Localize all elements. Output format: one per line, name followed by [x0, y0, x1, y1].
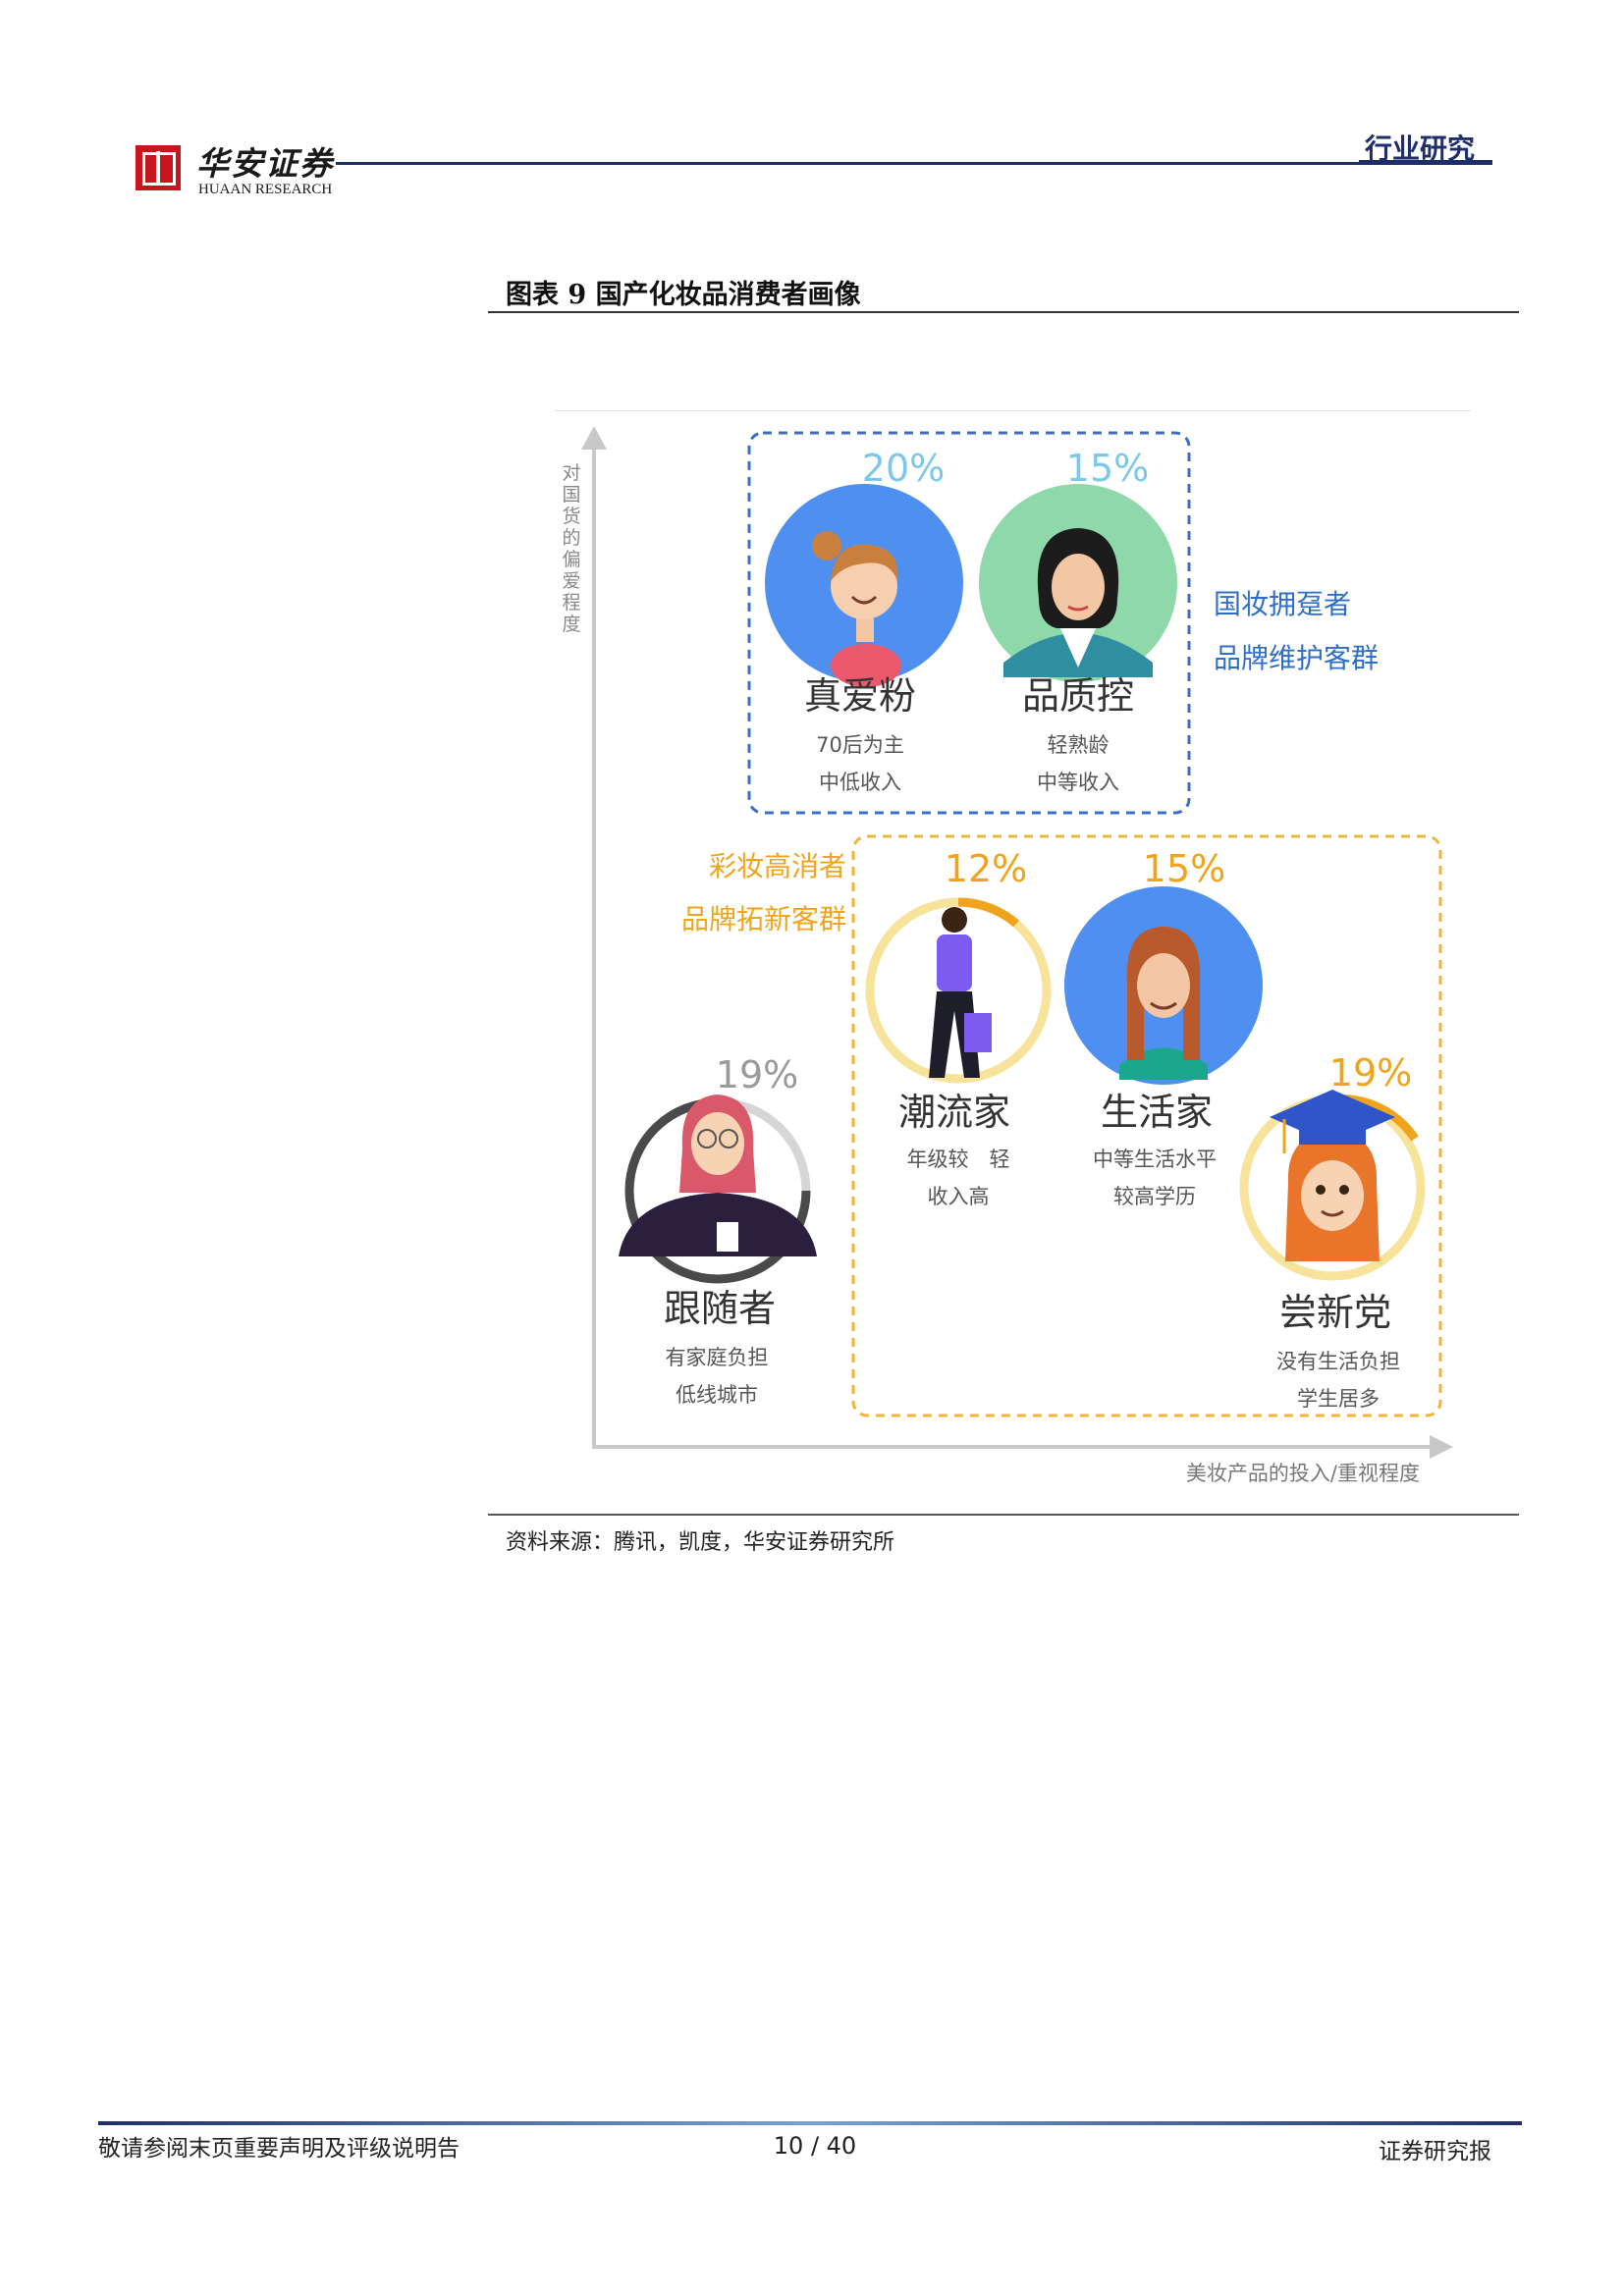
- y-axis-label-char: 爱: [562, 570, 580, 592]
- figure-bottom-rule: [488, 1514, 1519, 1516]
- name-changxindang: 尝新党: [1279, 1291, 1391, 1334]
- desc1-chaoliujia: 年级较 轻: [907, 1148, 1010, 1171]
- y-axis-label-char: 货: [562, 506, 580, 527]
- y-axis-arrow: [581, 426, 607, 450]
- desc1-pinzhikong: 轻熟龄: [1048, 733, 1110, 757]
- share-zhenaifen: 20%: [862, 447, 945, 490]
- y-axis-label: 对国货的偏爱程度: [562, 462, 580, 635]
- brand-name-en: HUAAN RESEARCH: [198, 182, 333, 197]
- section-label: 行业研究: [1365, 133, 1476, 165]
- group-blue-label-1: 国妆拥趸者: [1214, 588, 1351, 620]
- desc2-gensuizhe: 低线城市: [676, 1383, 758, 1407]
- avatar-zhenaifen: [765, 484, 963, 687]
- name-pinzhikong: 品质控: [1022, 674, 1134, 718]
- avatar-changxindang: [1239, 1090, 1426, 1281]
- header-divider: [336, 162, 1492, 165]
- footer-doc-type: 证券研究报: [1379, 2139, 1491, 2164]
- share-gensuizhe: 19%: [716, 1053, 798, 1096]
- name-zhenaifen: 真爱粉: [804, 674, 916, 718]
- brand-name-cn: 华安证券: [196, 144, 334, 183]
- y-axis-label-char: 度: [562, 614, 580, 635]
- logo-icon: [135, 145, 181, 190]
- y-axis-label-char: 国: [562, 484, 580, 506]
- name-shenghuojia: 生活家: [1101, 1091, 1213, 1134]
- axes: [581, 426, 1453, 1459]
- avatar-gensuizhe: [619, 1095, 817, 1284]
- desc1-gensuizhe: 有家庭负担: [666, 1346, 769, 1369]
- share-chaoliujia: 12%: [945, 847, 1027, 890]
- x-axis-label: 美妆产品的投入/重视程度: [1186, 1462, 1420, 1485]
- desc2-zhenaifen: 中低收入: [819, 771, 901, 794]
- avatar-shenghuojia: [1064, 886, 1263, 1085]
- footer-divider: [98, 2121, 1522, 2125]
- desc1-zhenaifen: 70后为主: [816, 733, 904, 757]
- group-box-gold: [851, 834, 1442, 1417]
- group-box-blue: [747, 431, 1191, 815]
- consumer-portrait-diagram: 对国货的偏爱程度 美妆产品的投入/重视程度 国妆拥趸者 品牌维护客群 彩妆高消者…: [562, 426, 1453, 1485]
- y-axis-label-char: 对: [562, 462, 580, 484]
- desc2-changxindang: 学生居多: [1297, 1387, 1380, 1411]
- name-gensuizhe: 跟随者: [664, 1287, 776, 1330]
- desc2-shenghuojia: 较高学历: [1113, 1185, 1196, 1208]
- chart-top-line: [555, 410, 1471, 411]
- desc1-changxindang: 没有生活负担: [1276, 1350, 1400, 1373]
- figure-source: 资料来源：腾讯，凯度，华安证券研究所: [506, 1530, 895, 1555]
- x-axis-arrow: [1430, 1435, 1453, 1459]
- y-axis-label-char: 程: [562, 592, 580, 614]
- figure-title: 图表 9 国产化妆品消费者画像: [506, 280, 861, 310]
- section-underline: [1359, 160, 1492, 162]
- share-changxindang: 19%: [1329, 1051, 1412, 1095]
- y-axis-label-char: 偏: [562, 549, 580, 570]
- avatar-pinzhikong: [979, 484, 1177, 682]
- desc2-pinzhikong: 中等收入: [1037, 771, 1119, 794]
- name-chaoliujia: 潮流家: [898, 1091, 1010, 1134]
- group-gold-label-1: 彩妆高消者: [709, 850, 846, 882]
- footer-disclaimer: 敬请参阅末页重要声明及评级说明告: [98, 2136, 460, 2162]
- desc1-shenghuojia: 中等生活水平: [1093, 1148, 1217, 1171]
- desc2-chaoliujia: 收入高: [928, 1185, 990, 1208]
- avatar-chaoliujia: [865, 897, 1052, 1084]
- page-number: 10 / 40: [773, 2132, 857, 2160]
- group-gold-label-2: 品牌拓新客群: [681, 903, 846, 935]
- figure-top-rule: [488, 311, 1519, 313]
- y-axis-label-char: 的: [562, 527, 580, 549]
- share-pinzhikong: 15%: [1066, 447, 1149, 490]
- group-blue-label-2: 品牌维护客群: [1214, 642, 1379, 674]
- share-shenghuojia: 15%: [1143, 847, 1225, 890]
